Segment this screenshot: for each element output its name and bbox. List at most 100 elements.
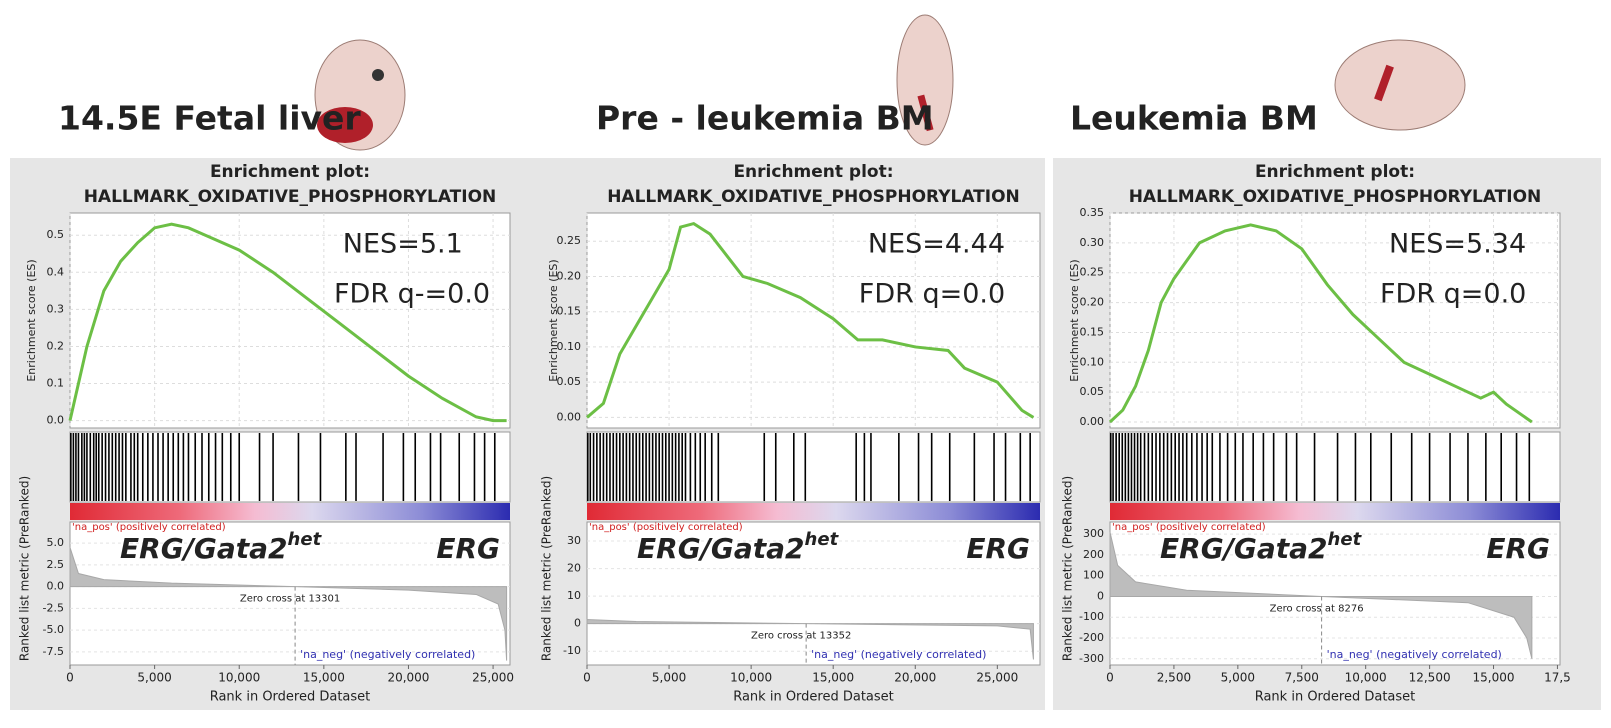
plot-title: Enrichment plot:	[210, 162, 370, 182]
y-tick-label: 0.2	[47, 339, 65, 352]
x-tick-label: 20,000	[894, 671, 936, 685]
fdr-label: FDR q=0.0	[1380, 279, 1526, 310]
group-label-neg: ERG	[436, 532, 500, 565]
x-axis-title: Rank in Ordered Dataset	[733, 690, 894, 705]
hits-frame	[70, 432, 510, 502]
y-tick-label: 0.5	[47, 228, 65, 241]
x-tick-label: 5,000	[137, 671, 171, 685]
figure: 14.5E Fetal liver Enrichment plot: HALLMAR…	[0, 0, 1611, 728]
y-tick-label: 0.25	[557, 234, 582, 247]
y-tick-label: 0.10	[1080, 355, 1105, 368]
metric-axis-title: Ranked list metric (PreRanked)	[18, 476, 32, 661]
y-tick-label: 0	[574, 617, 581, 630]
x-tick-label: 0	[1106, 671, 1114, 685]
neg-label: 'na_neg' (negatively correlated)	[300, 648, 475, 661]
group-label-pos-text: ERG/Gata2	[637, 532, 805, 565]
y-tick-label: 100	[1083, 569, 1104, 582]
zero-cross-label: Zero cross at 13301	[240, 594, 340, 605]
y-tick-label: 30	[567, 534, 581, 547]
y-tick-label: 0.3	[47, 302, 65, 315]
x-tick-label: 20,000	[387, 671, 429, 685]
y-tick-label: -2.5	[43, 601, 64, 614]
y-tick-label: 5.0	[47, 536, 65, 549]
plot-subtitle: HALLMARK_OXIDATIVE_PHOSPHORYLATION	[607, 187, 1020, 207]
y-tick-label: 0.10	[557, 340, 582, 353]
group-label-neg: ERG	[966, 532, 1030, 565]
y-tick-label: 0.4	[47, 265, 65, 278]
x-tick-label: 5,000	[1221, 671, 1255, 685]
nes-label: NES=5.1	[343, 229, 463, 260]
panel-title: 14.5E Fetal liver	[58, 99, 361, 138]
plot-subtitle: HALLMARK_OXIDATIVE_PHOSPHORYLATION	[84, 187, 497, 207]
y-tick-label: 0.15	[1080, 325, 1105, 338]
y-tick-label: 0.05	[1080, 385, 1105, 398]
fdr-label: FDR q=0.0	[859, 279, 1005, 310]
es-axis-title: Enrichment score (ES)	[25, 259, 38, 381]
y-tick-label: 0.20	[1080, 296, 1105, 309]
x-axis-title: Rank in Ordered Dataset	[210, 690, 371, 705]
x-tick-label: 15,000	[1473, 671, 1515, 685]
y-tick-label: 0.20	[557, 269, 582, 282]
group-label-pos-text: ERG/Gata2	[1160, 532, 1328, 565]
rank-colorbar	[1110, 503, 1560, 520]
neg-label: 'na_neg' (negatively correlated)	[1327, 648, 1502, 661]
nes-label: NES=4.44	[868, 229, 1005, 260]
x-tick-label: 2,500	[1157, 671, 1191, 685]
y-tick-label: 0.00	[557, 410, 582, 423]
group-label-pos-sup: het	[288, 529, 323, 550]
nes-label: NES=5.34	[1389, 229, 1526, 260]
zero-cross-label: Zero cross at 8276	[1270, 603, 1364, 614]
y-tick-label: 0.05	[557, 375, 582, 388]
y-tick-label: 0.0	[47, 414, 65, 427]
y-tick-label: 0.0	[47, 580, 65, 593]
group-label-pos-text: ERG/Gata2	[120, 532, 288, 565]
panel-title: Pre - leukemia BM	[596, 99, 934, 138]
y-tick-label: 300	[1083, 527, 1104, 540]
x-tick-label: 10,000	[1345, 671, 1387, 685]
y-tick-label: 0.00	[1080, 415, 1105, 428]
x-tick-label: 7,500	[1285, 671, 1319, 685]
metric-axis-title: Ranked list metric (PreRanked)	[540, 476, 554, 661]
y-tick-label: 20	[567, 562, 581, 575]
x-tick-label: 25,000	[472, 671, 514, 685]
neg-label: 'na_neg' (negatively correlated)	[811, 648, 986, 661]
y-tick-label: -10	[563, 644, 581, 657]
plot-title: Enrichment plot:	[733, 162, 893, 182]
y-tick-label: 200	[1083, 548, 1104, 561]
y-tick-label: 0.30	[1080, 236, 1105, 249]
hits-frame	[1110, 432, 1560, 502]
x-tick-label: 0	[66, 671, 74, 685]
y-tick-label: -5.0	[43, 623, 64, 636]
fdr-label: FDR q-=0.0	[334, 279, 490, 310]
x-axis-title: Rank in Ordered Dataset	[1255, 690, 1416, 705]
rank-colorbar	[587, 503, 1040, 520]
rank-colorbar	[70, 503, 510, 520]
x-tick-label: 17,5	[1544, 671, 1571, 685]
x-tick-label: 12,500	[1409, 671, 1451, 685]
x-tick-label: 15,000	[812, 671, 854, 685]
group-label-pos-sup: het	[805, 529, 840, 550]
y-tick-label: 2.5	[47, 558, 65, 571]
x-tick-label: 10,000	[218, 671, 260, 685]
y-tick-label: -300	[1079, 652, 1104, 665]
plot-subtitle: HALLMARK_OXIDATIVE_PHOSPHORYLATION	[1129, 187, 1542, 207]
x-tick-label: 15,000	[303, 671, 345, 685]
panel-title: Leukemia BM	[1070, 99, 1318, 138]
group-label-neg: ERG	[1486, 532, 1550, 565]
y-tick-label: 0.25	[1080, 266, 1105, 279]
x-tick-label: 5,000	[652, 671, 686, 685]
plot-title: Enrichment plot:	[1255, 162, 1415, 182]
zero-cross-label: Zero cross at 13352	[751, 631, 851, 642]
x-tick-label: 10,000	[730, 671, 772, 685]
y-tick-label: 0.35	[1080, 206, 1105, 219]
es-axis-title: Enrichment score (ES)	[547, 259, 560, 381]
y-tick-label: -100	[1079, 610, 1104, 623]
y-tick-label: -200	[1079, 631, 1104, 644]
x-tick-label: 0	[583, 671, 591, 685]
es-axis-title: Enrichment score (ES)	[1068, 259, 1081, 381]
y-tick-label: 0.1	[47, 377, 65, 390]
y-tick-label: 10	[567, 589, 581, 602]
y-tick-label: -7.5	[43, 645, 64, 658]
y-tick-label: 0	[1097, 589, 1104, 602]
group-label-pos-sup: het	[1328, 529, 1363, 550]
